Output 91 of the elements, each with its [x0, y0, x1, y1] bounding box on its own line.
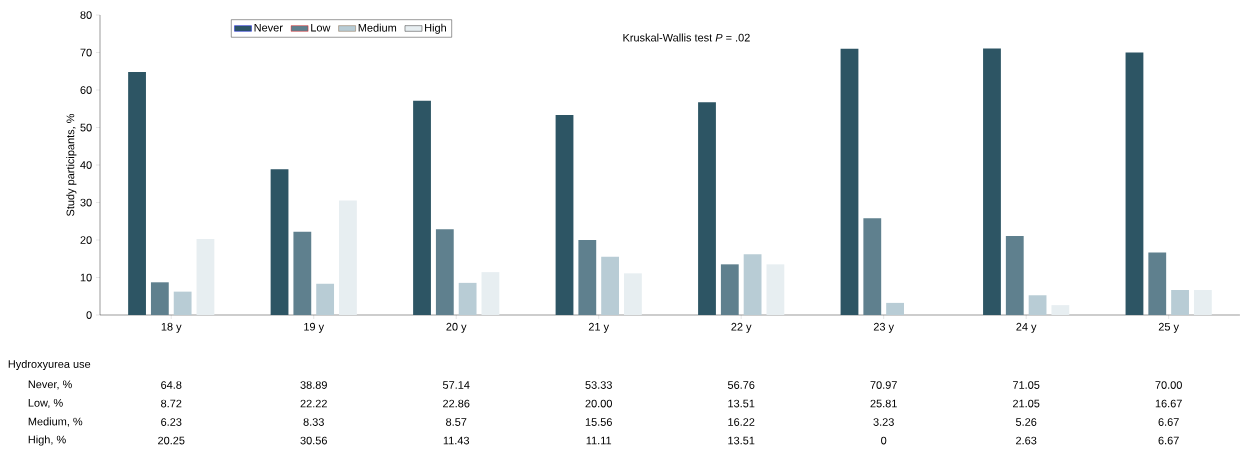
text: High, % [28, 435, 66, 446]
bar [555, 115, 574, 315]
data-label: 8.57 [446, 418, 467, 426]
data-label: 71.05 [1013, 381, 1040, 389]
data-label: 0 [881, 436, 887, 445]
y-tick-label: 20 [80, 236, 92, 244]
data-label: 5.26 [1015, 418, 1037, 426]
bar [481, 272, 500, 315]
y-tick-label: 30 [80, 198, 92, 207]
bar [339, 200, 357, 315]
data-label: 3.23 [873, 418, 894, 426]
legend-label: High [425, 23, 446, 34]
bar [1005, 236, 1024, 315]
bar [1148, 252, 1167, 315]
y-tick-label: 50 [80, 123, 92, 132]
data-label: 16.22 [728, 418, 755, 426]
bar [196, 239, 215, 315]
legend-label: Never [254, 23, 283, 32]
bar [743, 254, 762, 315]
bar [601, 256, 620, 315]
data-label: 53.33 [585, 381, 612, 389]
data-label: 21.05 [1013, 399, 1040, 408]
bar [624, 273, 642, 315]
bar [1171, 289, 1189, 315]
data-label: 11.11 [586, 436, 612, 445]
data-label: 25.81 [870, 399, 897, 408]
data-label: 22.86 [443, 399, 470, 408]
bar [698, 102, 716, 315]
bar [435, 229, 454, 315]
data-label: 8.33 [303, 418, 324, 426]
bar [766, 264, 785, 315]
x-tick-label: 25 y [1158, 322, 1179, 333]
x-tick-label: 24 y [1016, 322, 1037, 333]
data-label: 11.43 [443, 436, 470, 445]
y-tick-label: 40 [80, 161, 92, 169]
bar [1125, 52, 1144, 315]
data-label: 15.56 [585, 418, 612, 426]
data-label: 20.25 [158, 436, 185, 445]
data-label: 6.67 [1158, 436, 1179, 445]
data-label: 20.00 [585, 399, 612, 408]
annotation: Kruskal-Wallis test P = .02 [623, 33, 750, 42]
data-label: 6.67 [1158, 418, 1179, 426]
y-tick-label: 80 [80, 11, 92, 19]
data-label: 38.89 [300, 381, 327, 389]
bar [840, 48, 859, 315]
y-tick-label: 60 [80, 86, 92, 94]
bar [578, 240, 597, 315]
bar [863, 218, 882, 315]
bar [1028, 295, 1047, 315]
data-label: 2.63 [1016, 436, 1037, 445]
data-label: 70.97 [870, 381, 897, 389]
bar [983, 48, 1001, 315]
y-axis-title: Study participants, % [66, 113, 77, 216]
y-tick-label: 70 [80, 48, 92, 57]
bar [1051, 305, 1070, 315]
bar [150, 282, 169, 315]
data-label: 70.00 [1155, 381, 1182, 389]
bar [458, 282, 477, 315]
legend-label: Low [311, 23, 331, 32]
data-label: 57.14 [442, 381, 470, 389]
data-label: 8.72 [161, 399, 182, 408]
x-tick-label: 18 y [161, 322, 182, 333]
bar [270, 169, 289, 315]
bar [720, 264, 739, 315]
data-label: 16.67 [1155, 399, 1182, 408]
x-tick-label: 21 y [588, 322, 610, 333]
data-label: 30.56 [300, 436, 327, 445]
text: Low, % [28, 399, 63, 409]
text: Never, % [28, 380, 72, 390]
data-label: 6.23 [161, 418, 182, 426]
bar [886, 302, 904, 315]
data-label: 13.51 [728, 436, 755, 445]
legend-label: Medium [358, 23, 397, 32]
y-tick-label: 0 [86, 311, 92, 319]
y-tick-label: 10 [80, 273, 92, 282]
bar [293, 231, 312, 315]
bar [1193, 289, 1212, 315]
bar [128, 72, 146, 315]
data-label: 64.8 [161, 381, 182, 389]
x-tick-label: 22 y [731, 322, 752, 333]
bar [173, 291, 192, 315]
x-tick-label: 23 y [873, 322, 894, 333]
bar [413, 100, 431, 315]
bar [316, 283, 335, 315]
data-label: 13.51 [728, 399, 755, 408]
text: Hydroxyurea use [8, 359, 91, 371]
text: Medium, % [28, 417, 83, 427]
x-tick-label: 19 y [304, 322, 325, 333]
x-tick-label: 20 y [446, 322, 467, 333]
data-label: 56.76 [727, 381, 755, 389]
data-label: 22.22 [300, 399, 327, 408]
